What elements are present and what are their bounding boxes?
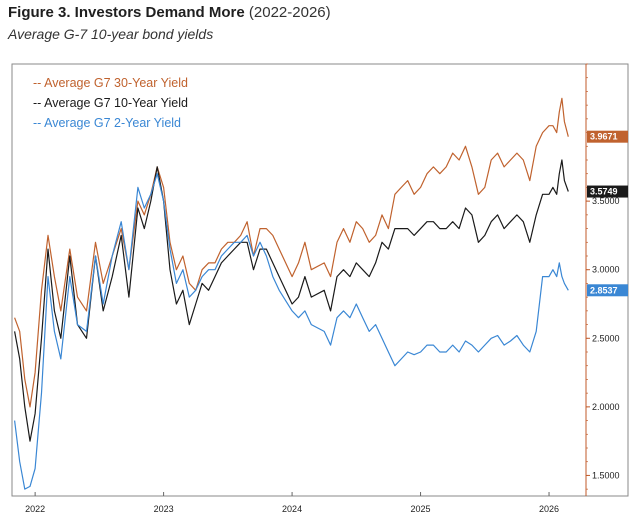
plot-frame — [11, 63, 629, 497]
last-value-badge-3 — [587, 284, 628, 297]
figure-header: Figure 3. Investors Demand More (2022-20… — [8, 3, 628, 43]
last-value-label-2: 3.5749 — [590, 187, 618, 197]
x-tick-label: 2023 — [154, 504, 174, 514]
series-line-2 — [14, 159, 569, 442]
last-value-label-1: 3.9671 — [590, 132, 618, 142]
x-tick-label: 2025 — [411, 504, 431, 514]
x-tick-label: 2024 — [282, 504, 302, 514]
chart-legend: -- Average G7 30-Year Yield -- Average G7… — [33, 76, 188, 130]
last-value-badges: 3.9671 3.5749 2.8537 — [587, 130, 628, 297]
y-tick-label: 1.5000 — [592, 470, 620, 480]
series-line-1 — [14, 97, 569, 408]
last-value-label-3: 2.8537 — [590, 285, 618, 295]
figure-title: Figure 3. Investors Demand More (2022-20… — [8, 3, 628, 22]
y-tick-label: 3.0000 — [592, 265, 620, 275]
series-line-3 — [14, 173, 569, 490]
x-tick-label: 2026 — [539, 504, 559, 514]
series-layer — [14, 97, 569, 490]
legend-entry-3: -- Average G7 2-Year Yield — [33, 116, 181, 130]
x-tick-label: 2022 — [25, 504, 45, 514]
figure-subtitle: Average G-7 10-year bond yields — [8, 26, 214, 42]
y-axis-ticks: 1.5000 2.0000 2.5000 3.0000 3.5000 — [586, 63, 620, 490]
last-value-badge-2 — [587, 185, 628, 198]
y-tick-label: 2.5000 — [592, 333, 620, 343]
figure-title-range: (2022-2026) — [248, 4, 331, 21]
y-tick-label: 3.5000 — [592, 196, 620, 206]
y-tick-label: 2.0000 — [592, 402, 620, 412]
legend-entry-1: -- Average G7 30-Year Yield — [33, 76, 188, 90]
legend-entry-2: -- Average G7 10-Year Yield — [33, 96, 188, 110]
last-value-badge-1 — [587, 130, 628, 143]
x-axis-ticks: 2022 2023 2024 2025 2026 — [25, 492, 559, 514]
figure-title-label: Figure 3. Investors Demand More — [8, 4, 245, 21]
